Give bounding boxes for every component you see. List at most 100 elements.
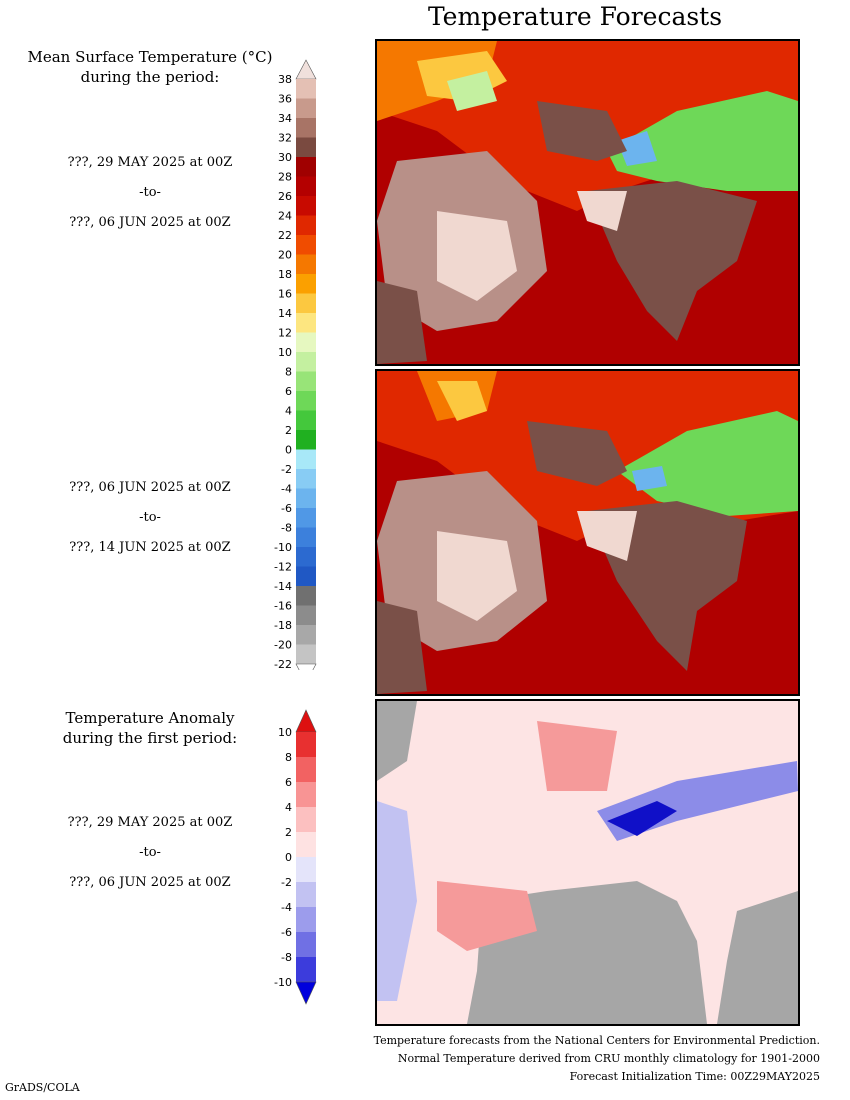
period2-to: -to- bbox=[139, 510, 161, 525]
temperature-colorbar-swatch bbox=[296, 215, 316, 235]
anomaly-colorbar-label: 6 bbox=[285, 776, 292, 789]
temperature-colorbar-label: -6 bbox=[281, 502, 292, 515]
temperature-colorbar-label: 34 bbox=[278, 112, 292, 125]
temperature-colorbar-swatch bbox=[296, 176, 316, 196]
temperature-colorbar-label: 28 bbox=[278, 171, 292, 184]
anomaly-period-end: ???, 06 JUN 2025 at 00Z bbox=[69, 875, 231, 890]
tibet-cool-region bbox=[617, 411, 798, 516]
anomaly-colorbar-swatch bbox=[296, 732, 316, 757]
temperature-colorbar-swatch bbox=[296, 79, 316, 99]
africa-cool-anomaly bbox=[377, 801, 417, 1001]
africa-horn bbox=[377, 281, 427, 364]
temperature-colorbar-label: 26 bbox=[278, 190, 292, 203]
temperature-colorbar-bottom-arrow bbox=[295, 663, 317, 670]
temperature-colorbar-swatch bbox=[296, 235, 316, 255]
temperature-colorbar-swatch bbox=[296, 449, 316, 469]
temperature-colorbar-label: -22 bbox=[274, 658, 292, 670]
iran-dark bbox=[537, 101, 627, 161]
anomaly-heading-line1: Temperature Anomaly bbox=[65, 709, 235, 727]
anomaly-colorbar-bottom-arrow bbox=[295, 981, 317, 1005]
period1-block: ???, 29 MAY 2025 at 00Z -to- ???, 06 JUN… bbox=[40, 155, 260, 245]
mediterranean-sea bbox=[377, 701, 417, 781]
anomaly-colorbar-swatch bbox=[296, 882, 316, 907]
period2-end: ???, 14 JUN 2025 at 00Z bbox=[69, 540, 231, 555]
anomaly-colorbar: 10 8 6 4 2 0 -2 -4 -6 -8 -10 bbox=[274, 709, 317, 1005]
mountain-cool bbox=[447, 71, 497, 111]
temperature-colorbar-label: -18 bbox=[274, 619, 292, 632]
temperature-colorbar-label: 12 bbox=[278, 327, 292, 340]
anomaly-colorbar-label: -6 bbox=[281, 926, 292, 939]
temperature-colorbar: 38363432302826242220181614121086420-2-4-… bbox=[274, 59, 317, 670]
temperature-colorbar-label: 4 bbox=[285, 405, 292, 418]
temperature-colorbar-label: 22 bbox=[278, 229, 292, 242]
temperature-colorbar-swatch bbox=[296, 274, 316, 294]
himalaya-cold bbox=[632, 466, 667, 491]
temperature-colorbar-swatch bbox=[296, 196, 316, 216]
anomaly-period-block: ???, 29 MAY 2025 at 00Z -to- ???, 06 JUN… bbox=[40, 815, 260, 905]
temperature-colorbar-swatch bbox=[296, 254, 316, 274]
temperature-colorbar-swatch bbox=[296, 430, 316, 450]
temperature-colorbar-label: 30 bbox=[278, 151, 292, 164]
temperature-map-period2 bbox=[375, 369, 800, 696]
temperature-colorbar-label: 6 bbox=[285, 385, 292, 398]
india-region bbox=[587, 181, 757, 341]
anomaly-colorbar-label: -10 bbox=[274, 976, 292, 989]
temperature-colorbar-label: 16 bbox=[278, 288, 292, 301]
anomaly-period-start: ???, 29 MAY 2025 at 00Z bbox=[67, 815, 233, 830]
period2-start: ???, 06 JUN 2025 at 00Z bbox=[69, 480, 231, 495]
temperature-colorbar-swatch bbox=[296, 352, 316, 372]
temperature-colorbar-swatch bbox=[296, 566, 316, 586]
temperature-colorbar-label: 0 bbox=[285, 444, 292, 457]
temperature-colorbar-swatch bbox=[296, 410, 316, 430]
temperature-map-period1 bbox=[375, 39, 800, 366]
temperature-colorbar-swatch bbox=[296, 137, 316, 157]
temperature-colorbar-label: 20 bbox=[278, 249, 292, 262]
temperature-colorbar-label: -8 bbox=[281, 522, 292, 535]
temperature-colorbar-label: -2 bbox=[281, 463, 292, 476]
iran-dark bbox=[527, 421, 627, 486]
temperature-colorbar-swatch bbox=[296, 98, 316, 118]
tibet-cool-region bbox=[607, 91, 798, 191]
anomaly-colorbar-label: -8 bbox=[281, 951, 292, 964]
temperature-colorbar-swatch bbox=[296, 508, 316, 528]
anomaly-heading-line2: during the first period: bbox=[62, 729, 238, 747]
temperature-colorbar-label: 10 bbox=[278, 346, 292, 359]
anomaly-colorbar-label: -4 bbox=[281, 901, 292, 914]
central-asia-warm-anomaly bbox=[537, 721, 617, 791]
temperature-colorbar-label: -14 bbox=[274, 580, 292, 593]
anomaly-colorbar-label: 2 bbox=[285, 826, 292, 839]
himalaya-cold bbox=[617, 131, 657, 166]
thar-desert bbox=[577, 511, 637, 561]
anomaly-colorbar-swatch bbox=[296, 932, 316, 957]
temperature-colorbar-swatch bbox=[296, 527, 316, 547]
anomaly-colorbar-label: 8 bbox=[285, 751, 292, 764]
temperature-colorbar-swatch bbox=[296, 313, 316, 333]
anomaly-colorbar-label: 0 bbox=[285, 851, 292, 864]
anomaly-colorbar-swatch bbox=[296, 907, 316, 932]
temperature-colorbar-swatch bbox=[296, 547, 316, 567]
footer-line1: Temperature forecasts from the National … bbox=[373, 1034, 820, 1047]
temperature-colorbar-label: -20 bbox=[274, 639, 292, 652]
temperature-colorbar-swatch bbox=[296, 332, 316, 352]
period1-end: ???, 06 JUN 2025 at 00Z bbox=[69, 215, 231, 230]
credit-text: GrADS/COLA bbox=[5, 1081, 80, 1094]
temperature-colorbar-label: 8 bbox=[285, 366, 292, 379]
bay-of-bengal bbox=[717, 891, 798, 1024]
temperature-colorbar-swatch bbox=[296, 488, 316, 508]
footer: Temperature forecasts from the National … bbox=[374, 1032, 820, 1086]
anomaly-colorbar-swatch bbox=[296, 807, 316, 832]
temperature-colorbar-label: 24 bbox=[278, 210, 292, 223]
temperature-colorbar-swatch bbox=[296, 469, 316, 489]
period1-to: -to- bbox=[139, 185, 161, 200]
anomaly-colorbar-swatch bbox=[296, 782, 316, 807]
arabia-hot-core bbox=[437, 531, 517, 621]
temperature-colorbar-label: -12 bbox=[274, 561, 292, 574]
temperature-colorbar-label: -4 bbox=[281, 483, 292, 496]
anomaly-period-to: -to- bbox=[139, 845, 161, 860]
footer-line2: Normal Temperature derived from CRU mont… bbox=[397, 1052, 820, 1065]
temperature-colorbar-swatch bbox=[296, 391, 316, 411]
temperature-colorbar-swatch bbox=[296, 586, 316, 606]
temperature-colorbar-swatch bbox=[296, 293, 316, 313]
period2-block: ???, 06 JUN 2025 at 00Z -to- ???, 14 JUN… bbox=[40, 480, 260, 570]
temperature-colorbar-label: 36 bbox=[278, 93, 292, 106]
